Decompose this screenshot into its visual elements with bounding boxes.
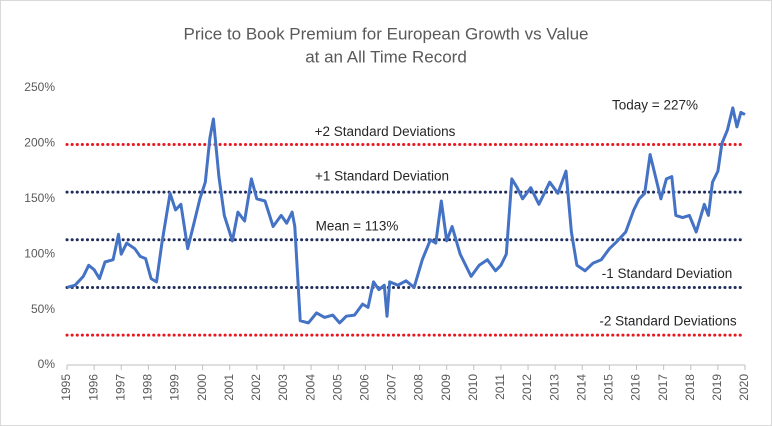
x-tick-label: 2019 — [710, 374, 724, 401]
x-tick-label: 2020 — [737, 374, 751, 401]
x-tick-label: 2008 — [412, 374, 426, 401]
x-tick-label: 2015 — [602, 374, 616, 401]
x-tick-label: 2013 — [547, 374, 561, 401]
reference-label: +2 Standard Deviations — [315, 124, 456, 139]
x-tick-label: 2010 — [466, 374, 480, 401]
reference-label: -2 Standard Deviations — [599, 314, 737, 329]
y-tick-label: 250% — [24, 80, 55, 94]
x-tick-label: 2005 — [330, 374, 344, 401]
x-tick-label: 2007 — [385, 374, 399, 401]
x-tick-label: 1998 — [141, 374, 155, 401]
x-tick-label: 2018 — [683, 374, 697, 401]
x-tick-label: 2002 — [249, 374, 263, 401]
x-tick-label: 2012 — [520, 374, 534, 401]
x-tick-label: 1995 — [59, 374, 73, 401]
y-tick-label: 50% — [31, 302, 55, 316]
x-tick-label: 2003 — [276, 374, 290, 401]
reference-label: +1 Standard Deviation — [315, 169, 449, 184]
x-tick-label: 2006 — [357, 374, 371, 401]
annotation: Today = 227% — [612, 98, 698, 113]
x-tick-label: 2001 — [222, 374, 236, 401]
x-tick-label: 1997 — [113, 374, 127, 401]
x-tick-label: 2017 — [656, 374, 670, 401]
x-tick-label: 2014 — [574, 374, 588, 401]
y-tick-label: 0% — [38, 357, 56, 371]
x-tick-label: 2004 — [303, 374, 317, 401]
y-tick-label: 200% — [24, 136, 55, 150]
chart-title: Price to Book Premium for European Growt… — [183, 24, 588, 43]
x-tick-label: 2000 — [195, 374, 209, 401]
x-tick-label: 2009 — [439, 374, 453, 401]
x-tick-label: 2016 — [629, 374, 643, 401]
x-tick-label: 1996 — [86, 374, 100, 401]
reference-label: -1 Standard Deviation — [602, 266, 733, 281]
y-tick-label: 100% — [24, 246, 55, 260]
x-tick-label: 1999 — [168, 374, 182, 401]
y-tick-label: 150% — [24, 191, 55, 205]
chart-title: at an All Time Record — [305, 47, 467, 66]
data-line — [66, 106, 746, 325]
reference-label: Mean = 113% — [316, 218, 399, 233]
x-tick-label: 2011 — [493, 374, 507, 400]
